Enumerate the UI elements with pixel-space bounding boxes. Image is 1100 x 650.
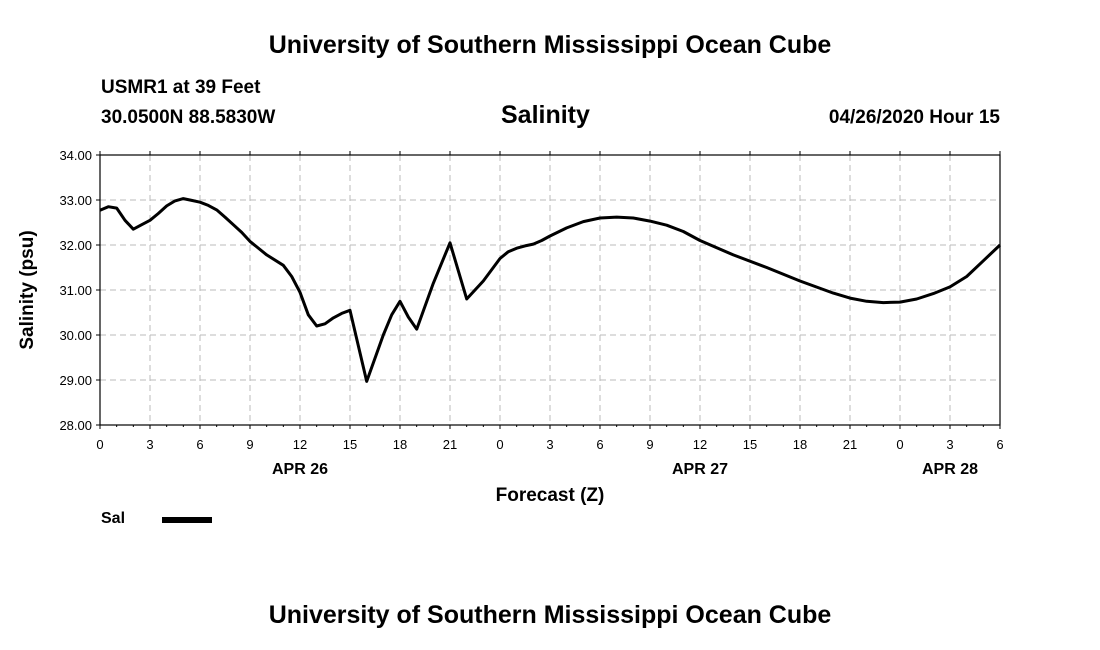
coordinates-label: 30.0500N 88.5830W xyxy=(101,107,276,128)
x-tick-label: 3 xyxy=(546,437,553,452)
x-tick-label: 0 xyxy=(96,437,103,452)
x-tick-label: 6 xyxy=(196,437,203,452)
y-tick-label: 28.00 xyxy=(59,418,92,433)
y-axis-title: Salinity (psu) xyxy=(17,230,38,349)
chart-title-top: University of Southern Mississippi Ocean… xyxy=(268,31,832,59)
x-tick-label: 15 xyxy=(343,437,357,452)
legend-label: Sal xyxy=(101,510,126,527)
y-tick-label: 32.00 xyxy=(59,238,92,253)
legend-swatch xyxy=(162,517,212,523)
station-label: USMR1 at 39 Feet xyxy=(101,77,261,98)
x-tick-label: 18 xyxy=(793,437,807,452)
datetime-label: 04/26/2020 Hour 15 xyxy=(828,107,1000,128)
series-line-sal xyxy=(99,197,1002,383)
y-tick-label: 33.00 xyxy=(59,193,92,208)
date-label: APR 28 xyxy=(922,461,978,478)
y-tick-label: 29.00 xyxy=(59,373,92,388)
x-tick-label: 18 xyxy=(393,437,407,452)
x-tick-label: 0 xyxy=(896,437,903,452)
x-tick-label: 21 xyxy=(443,437,457,452)
x-tick-label: 12 xyxy=(293,437,307,452)
x-tick-label: 6 xyxy=(596,437,603,452)
x-tick-label: 12 xyxy=(693,437,707,452)
date-label: APR 26 xyxy=(272,461,328,478)
x-tick-label: 3 xyxy=(946,437,953,452)
chart-title-bottom: University of Southern Mississippi Ocean… xyxy=(268,601,832,629)
plot-frame xyxy=(99,154,1001,426)
y-tick-label: 30.00 xyxy=(59,328,92,343)
y-tick-label: 34.00 xyxy=(59,148,92,163)
x-tick-label: 3 xyxy=(146,437,153,452)
x-tick-label: 0 xyxy=(496,437,503,452)
x-axis-title: Forecast (Z) xyxy=(496,485,605,506)
x-tick-label: 21 xyxy=(843,437,857,452)
x-tick-label: 9 xyxy=(646,437,653,452)
x-tick-label: 9 xyxy=(246,437,253,452)
chart-subtitle: Salinity xyxy=(501,101,590,129)
y-tick-label: 31.00 xyxy=(59,283,92,298)
x-tick-label: 15 xyxy=(743,437,757,452)
date-label: APR 27 xyxy=(672,461,728,478)
x-tick-label: 6 xyxy=(996,437,1003,452)
